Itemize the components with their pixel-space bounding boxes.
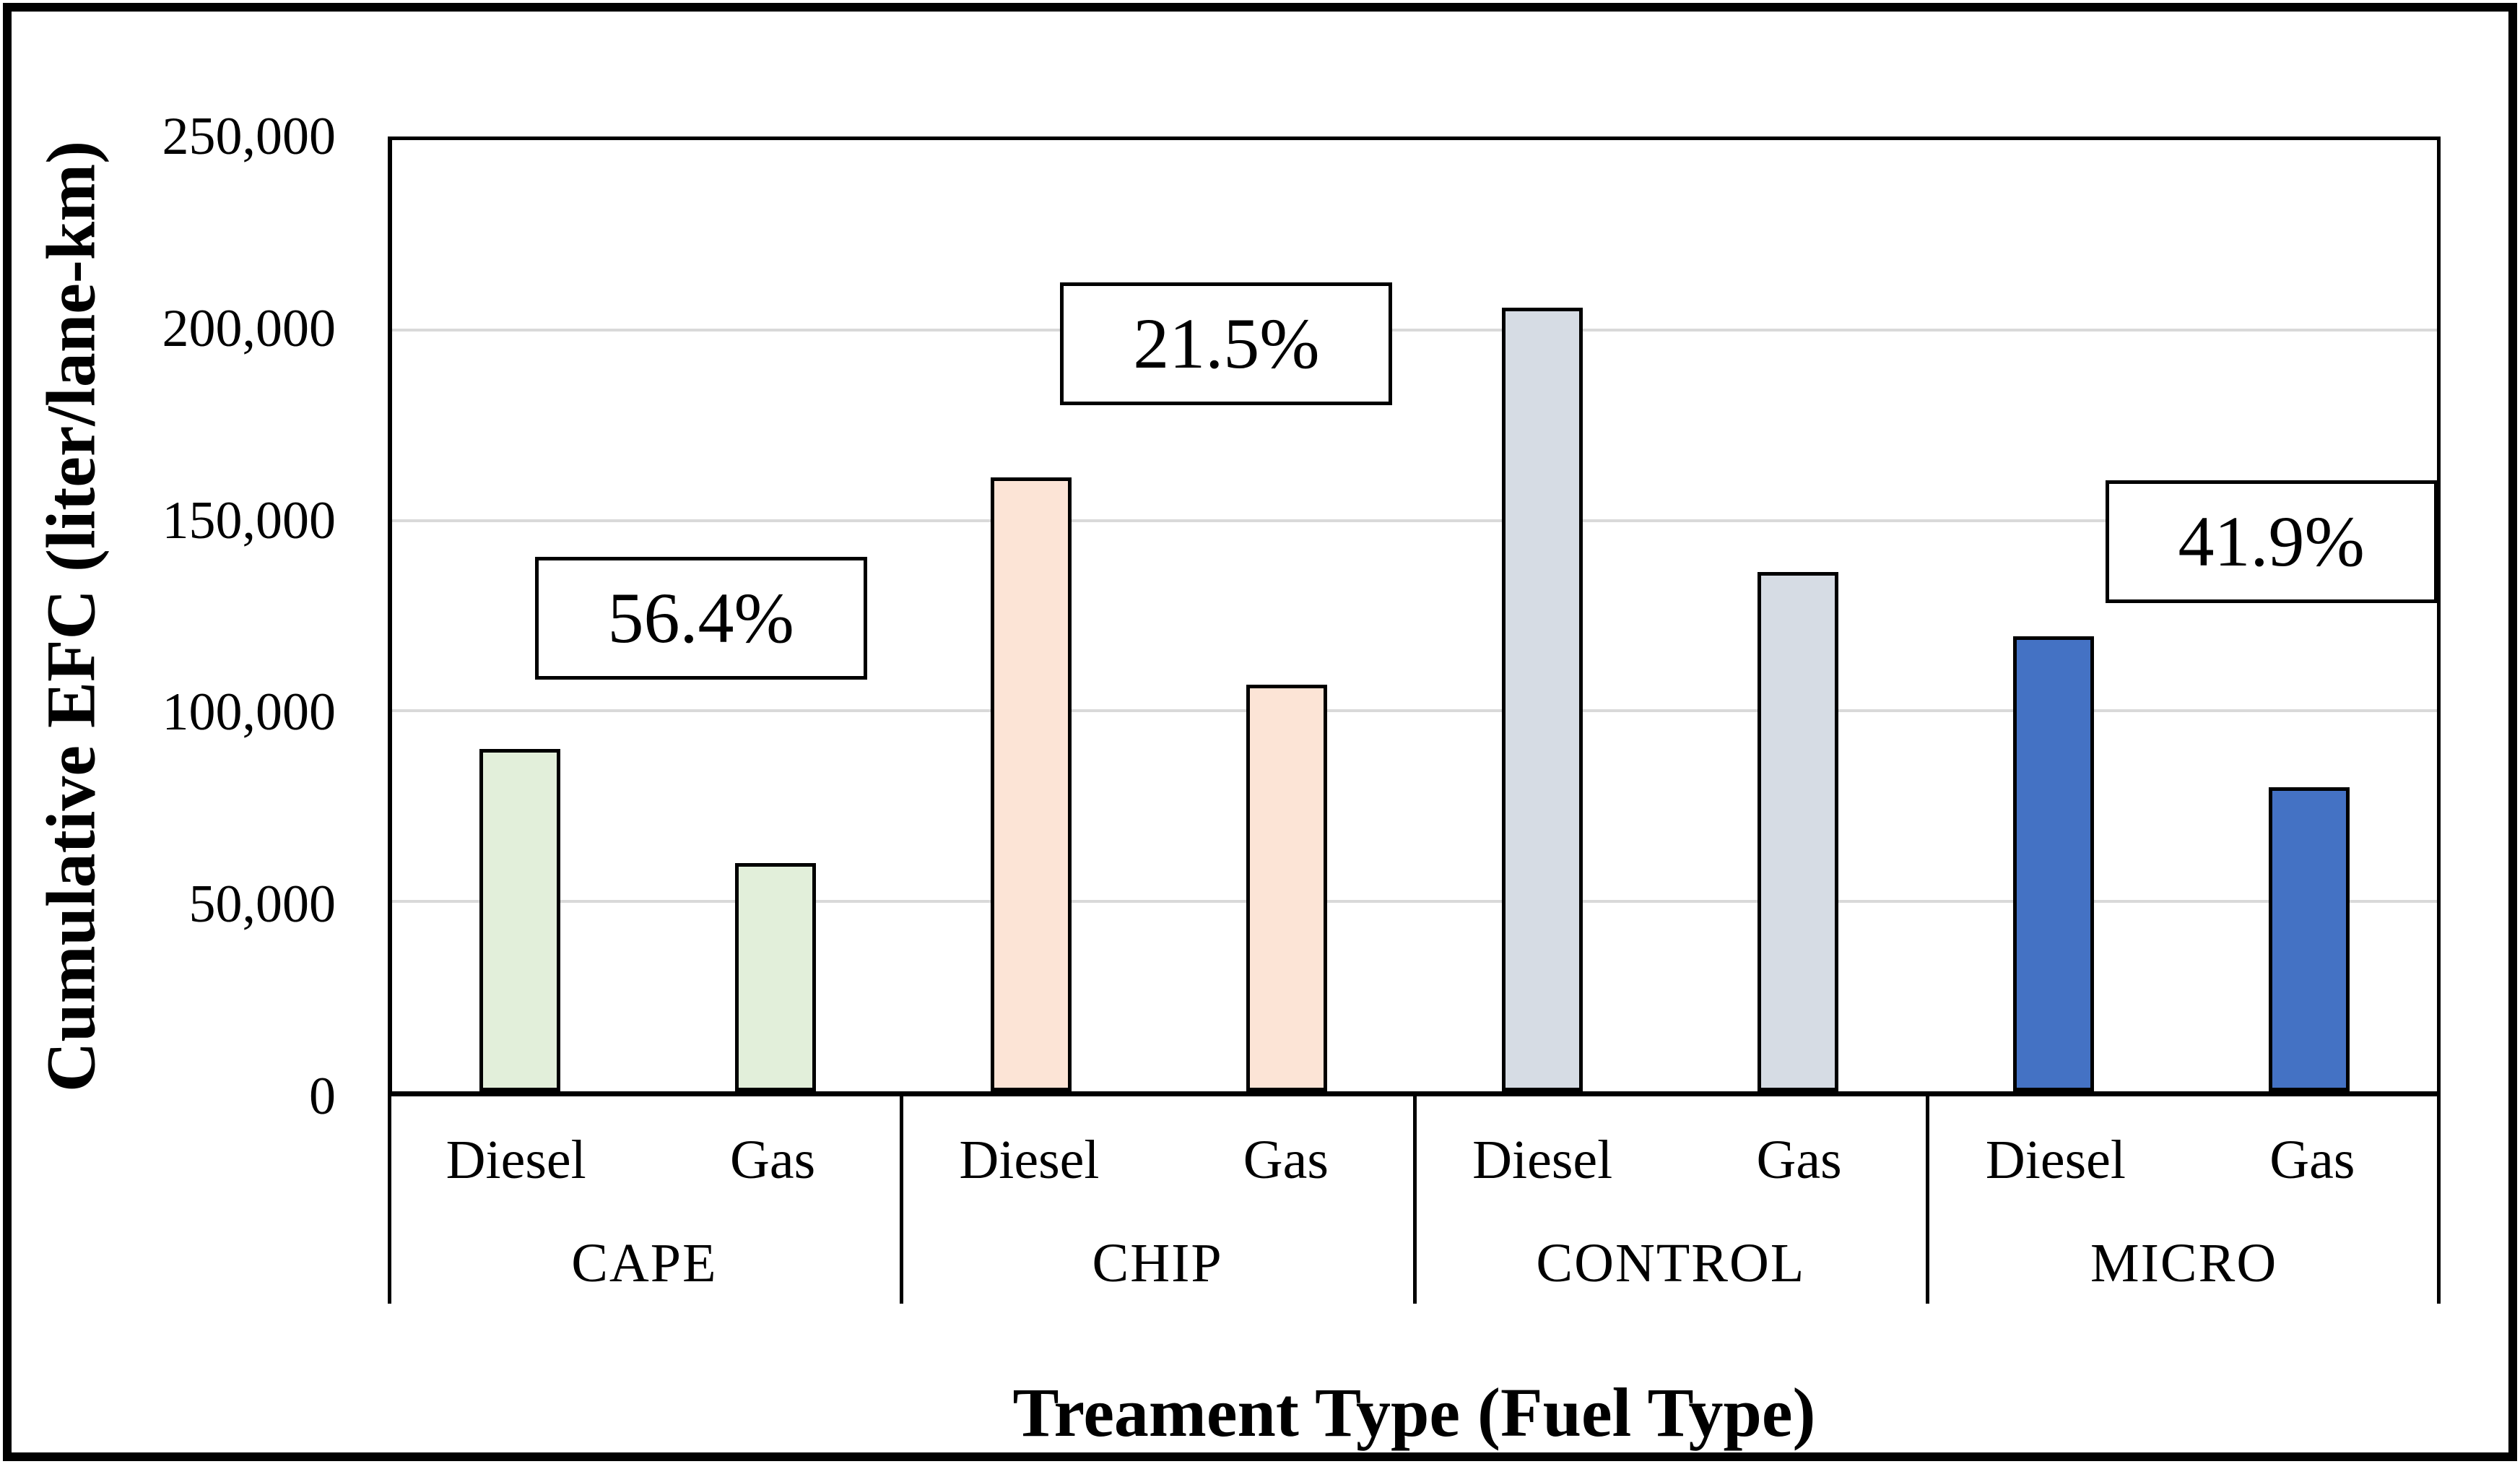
- fuel-label: Diesel: [959, 1129, 1100, 1190]
- bar-chip-diesel: [991, 477, 1072, 1091]
- fuel-label: Diesel: [1472, 1129, 1613, 1190]
- y-tick-label: 0: [309, 1067, 336, 1126]
- bar-micro-diesel: [2013, 636, 2094, 1091]
- fuel-label: Gas: [729, 1129, 816, 1190]
- bar-control-diesel: [1502, 308, 1583, 1091]
- y-tick-label: 150,000: [162, 490, 336, 550]
- category-separator: [1926, 1096, 1930, 1304]
- x-axis-title: Treament Type (Fuel Type): [1012, 1374, 1816, 1451]
- group-label-row: CAPE CHIP CONTROL MICRO: [388, 1223, 2441, 1304]
- annotations-layer: 56.4% 21.5% 41.9%: [392, 140, 2438, 1091]
- y-tick-label: 50,000: [188, 875, 336, 935]
- fuel-label-row: Diesel Gas Diesel Gas Diesel Gas Diesel Gas: [388, 1096, 2441, 1223]
- bar-cape-diesel: [479, 749, 560, 1091]
- gridline: [392, 329, 2437, 332]
- bar-micro-gas: [2269, 787, 2350, 1091]
- bar-cape-gas: [735, 863, 816, 1091]
- fuel-label: Diesel: [446, 1129, 586, 1190]
- bar-chip-gas: [1246, 684, 1327, 1091]
- bar-control-gas: [1758, 572, 1838, 1091]
- fuel-label: Gas: [1756, 1129, 1842, 1190]
- group-label-chip: CHIP: [1092, 1233, 1223, 1294]
- category-separator: [2437, 1096, 2441, 1304]
- group-label-control: CONTROL: [1536, 1233, 1806, 1294]
- figure-border: [3, 3, 2517, 1461]
- y-tick-label: 100,000: [162, 683, 336, 742]
- category-axis-table: Diesel Gas Diesel Gas Diesel Gas Diesel Gas CAP…: [388, 1096, 2441, 1304]
- gridlines-layer: [392, 140, 2437, 1091]
- gridline: [392, 899, 2437, 903]
- y-axis-tick-labels: 0 50,000 100,000 150,000 200,000 250,000: [0, 110, 336, 1123]
- percent-annotation: 21.5%: [1060, 282, 1393, 405]
- category-separator: [388, 1096, 391, 1304]
- fuel-label: Gas: [1243, 1129, 1329, 1190]
- fuel-label: Gas: [2269, 1129, 2355, 1190]
- gridline: [392, 709, 2437, 713]
- percent-annotation: 56.4%: [534, 557, 867, 680]
- plot-area: 56.4% 21.5% 41.9%: [388, 137, 2441, 1096]
- y-tick-label: 200,000: [162, 298, 336, 358]
- group-label-cape: CAPE: [571, 1233, 718, 1294]
- fuel-label: Diesel: [1985, 1129, 2126, 1190]
- gridline: [392, 519, 2437, 522]
- bars-layer: [392, 140, 2437, 1091]
- group-label-micro: MICRO: [2090, 1233, 2278, 1294]
- category-separator: [1412, 1096, 1417, 1304]
- percent-annotation: 41.9%: [2105, 480, 2438, 603]
- category-separator: [899, 1096, 903, 1304]
- y-tick-label: 250,000: [162, 107, 336, 166]
